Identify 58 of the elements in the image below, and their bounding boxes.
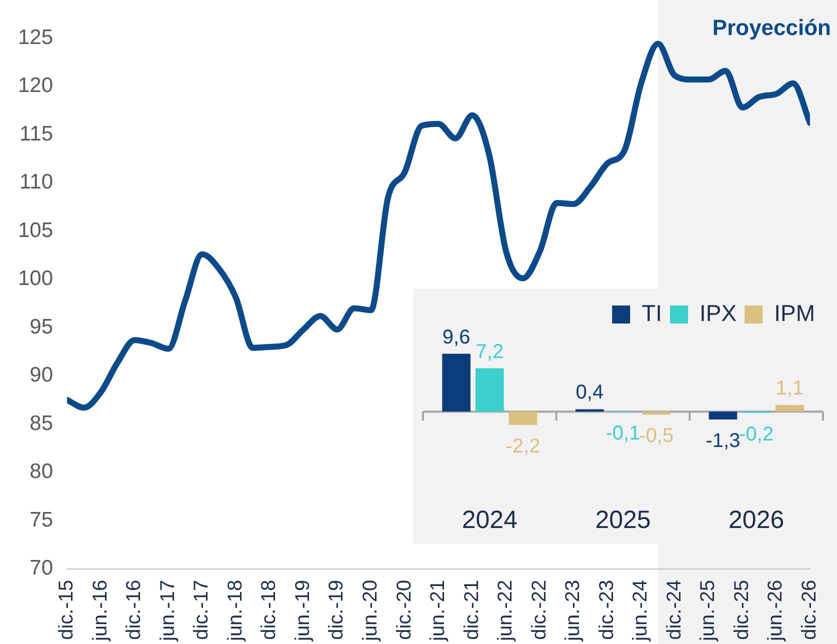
bar	[476, 368, 504, 412]
x-tick-label: dic.-19	[326, 580, 348, 640]
x-tick-label: jun.-25	[697, 580, 720, 642]
y-tick-label: 115	[20, 122, 54, 146]
x-tick-label: dic.-24	[663, 580, 686, 640]
x-tick-label: jun.-16	[89, 580, 112, 642]
data-label: 1,1	[776, 378, 804, 400]
y-tick-label: 95	[30, 315, 54, 338]
x-tick-label: jun.-24	[630, 580, 652, 642]
x-tick-label: 2026	[728, 506, 784, 534]
x-tick-label: dic.-15	[56, 580, 78, 640]
bar	[642, 412, 670, 415]
y-tick-label: 85	[30, 412, 54, 435]
bar	[708, 412, 738, 420]
x-tick-label: jun.-17	[156, 580, 179, 642]
x-tick-label: dic.-23	[596, 580, 618, 640]
y-tick-label: 100	[18, 267, 54, 290]
y-tick-label: 110	[20, 170, 54, 194]
y-tick-label: 90	[30, 364, 54, 387]
data-label: 9,6	[442, 326, 470, 348]
x-tick-label: jun.-22	[494, 580, 517, 642]
y-tick-label: 80	[30, 460, 54, 484]
x-tick-label: jun.-20	[359, 580, 382, 642]
x-tick-label: dic.-22	[528, 580, 550, 640]
legend-label: IPX	[700, 300, 737, 326]
x-tick-label: jun.-21	[427, 580, 450, 642]
data-label: 0,4	[576, 382, 604, 404]
x-tick-label: dic.-17	[190, 580, 213, 640]
bar	[576, 409, 604, 412]
y-tick-label: 70	[30, 556, 54, 580]
x-tick-label: 2024	[462, 506, 518, 534]
y-tick-label: 120	[18, 74, 54, 98]
x-tick-label: dic.-20	[393, 580, 416, 640]
data-label: -1,3	[706, 430, 740, 452]
y-tick-label: 105	[18, 218, 54, 242]
x-tick-label: 2025	[595, 506, 651, 534]
x-tick-label: jun.-18	[224, 580, 246, 642]
x-tick-label: dic.-26	[798, 580, 821, 640]
x-tick-label: jun.-26	[764, 580, 787, 642]
y-tick-label: 125	[18, 26, 54, 49]
data-label: 7,2	[476, 340, 504, 363]
x-tick-label: jun.-19	[292, 580, 314, 642]
x-tick-label: dic.-21	[460, 580, 483, 640]
bar	[776, 405, 804, 412]
x-tick-label: dic.-25	[730, 580, 753, 640]
y-tick-label: 75	[30, 508, 54, 532]
data-label: -2,2	[506, 435, 540, 458]
data-label: -0,1	[606, 422, 640, 445]
data-label: -0,5	[639, 425, 674, 448]
x-tick-label: jun.-23	[562, 580, 584, 642]
legend-label: IPM	[774, 300, 815, 326]
bar	[442, 354, 470, 412]
x-tick-label: dic.-16	[123, 580, 146, 640]
legend-label: TI	[642, 300, 662, 326]
x-tick-label: dic.-18	[258, 580, 280, 640]
data-label: -0,2	[739, 423, 774, 446]
band-label: Proyección	[712, 15, 831, 40]
bar	[508, 412, 538, 425]
